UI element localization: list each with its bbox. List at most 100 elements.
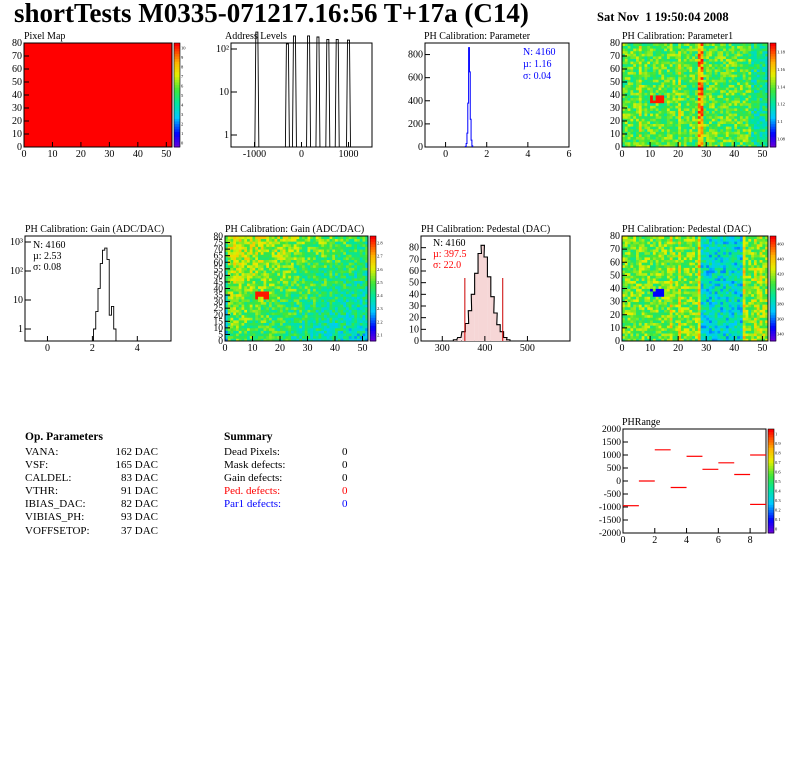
- heatmap-cell: [745, 48, 749, 52]
- heatmap-cell: [672, 84, 676, 88]
- heatmap-cell: [288, 280, 292, 284]
- heatmap-cell: [711, 56, 716, 59]
- heatmap-cell: [274, 288, 278, 292]
- heatmap-cell: [638, 288, 643, 292]
- heatmap-cell: [745, 144, 749, 148]
- heatmap-cell: [748, 113, 752, 117]
- heatmap-cell: [739, 56, 744, 59]
- heatmap-cell: [238, 314, 242, 318]
- heatmap-cell: [263, 322, 267, 326]
- heatmap-cell: [324, 280, 328, 284]
- heatmap-cell: [624, 45, 629, 49]
- heatmap-cell: [650, 123, 654, 127]
- heatmap-cell: [343, 238, 347, 242]
- heatmap-cell: [324, 241, 328, 245]
- heatmap-cell: [753, 71, 758, 75]
- heatmap-cell: [664, 105, 668, 109]
- heatmap-cell: [332, 267, 336, 271]
- heatmap-cell: [343, 262, 347, 266]
- heatmap-cell: [703, 48, 707, 52]
- heatmap-cell: [233, 275, 237, 279]
- heatmap-cell: [332, 317, 336, 321]
- heatmap-cell: [241, 330, 245, 334]
- heatmap-cell: [751, 45, 755, 49]
- heatmap-cell: [324, 285, 328, 289]
- heatmap-cell: [359, 272, 363, 276]
- heatmap-cell: [638, 82, 643, 85]
- heatmap-cell: [263, 249, 267, 253]
- heatmap-cell: [641, 272, 645, 276]
- heatmap-cell: [241, 251, 245, 255]
- heatmap-cell: [683, 71, 687, 75]
- heatmap-cell: [274, 236, 278, 240]
- heatmap-cell: [335, 338, 339, 342]
- heatmap-cell: [225, 246, 229, 250]
- heatmap-cell: [706, 53, 710, 57]
- heatmap-cell: [299, 236, 303, 240]
- heatmap-cell: [655, 48, 659, 52]
- heatmap-cell: [675, 69, 679, 72]
- color-scale-step: [370, 270, 376, 274]
- heatmap-cell: [233, 285, 237, 289]
- plot-frame: [424, 42, 570, 148]
- heatmap-cell: [260, 243, 264, 247]
- heatmap-cell: [304, 283, 308, 287]
- heatmap-cell: [340, 283, 344, 287]
- heatmap-cell: [354, 317, 358, 321]
- heatmap-cell: [280, 312, 284, 316]
- heatmap-cell: [633, 139, 637, 143]
- heatmap-cell: [263, 293, 267, 297]
- heatmap-cell: [765, 82, 769, 85]
- y-tick-label: 50: [409, 278, 419, 289]
- heatmap-cell: [307, 327, 311, 331]
- heatmap-cell: [266, 312, 270, 316]
- heatmap-cell: [225, 335, 229, 339]
- heatmap-cell: [658, 105, 662, 109]
- heatmap-cell: [285, 283, 289, 287]
- heatmap-cell: [762, 82, 766, 85]
- heatmap-cell: [230, 267, 234, 271]
- heatmap-cell: [695, 100, 699, 104]
- heatmap-cell: [271, 330, 275, 334]
- heatmap-cell: [762, 92, 766, 96]
- heatmap-cell: [258, 327, 262, 331]
- heatmap-cell: [346, 333, 350, 337]
- heatmap-cell: [703, 79, 707, 83]
- heatmap-cell: [357, 270, 361, 274]
- heatmap-cell: [337, 249, 341, 253]
- heatmap-cell: [348, 270, 352, 274]
- heatmap-cell: [717, 134, 721, 137]
- heatmap-cell: [633, 320, 637, 324]
- heatmap-cell: [310, 325, 314, 329]
- heatmap-cell: [655, 45, 659, 49]
- heatmap-cell: [666, 92, 671, 96]
- heatmap-cell: [271, 238, 275, 242]
- heatmap-cell: [686, 63, 690, 67]
- heatmap-cell: [346, 293, 350, 297]
- heatmap-cell: [753, 141, 758, 145]
- heatmap-cell: [695, 136, 699, 140]
- heatmap-cell: [233, 304, 237, 308]
- heatmap-cell: [709, 105, 713, 109]
- heatmap-cell: [230, 317, 234, 321]
- heatmap-cell: [238, 335, 242, 339]
- heatmap-cell: [638, 128, 643, 132]
- heatmap-cell: [669, 61, 673, 65]
- heatmap-cell: [280, 327, 284, 331]
- heatmap-cell: [233, 330, 237, 334]
- heatmap-cell: [703, 92, 707, 96]
- color-scale-step: [770, 53, 776, 57]
- heatmap-cell: [296, 270, 300, 274]
- heatmap-cell: [728, 84, 732, 88]
- heatmap-cell: [697, 105, 702, 109]
- heatmap-cell: [714, 118, 718, 122]
- heatmap-cell: [644, 113, 648, 117]
- heatmap-cell: [641, 113, 645, 117]
- heatmap-cell: [263, 335, 267, 339]
- heatmap-cell: [354, 283, 358, 287]
- heatmap-cell: [627, 82, 631, 85]
- heatmap-cell: [709, 102, 713, 106]
- heatmap-cell: [307, 236, 311, 240]
- heatmap-cell: [324, 325, 328, 329]
- heatmap-cell: [711, 61, 716, 65]
